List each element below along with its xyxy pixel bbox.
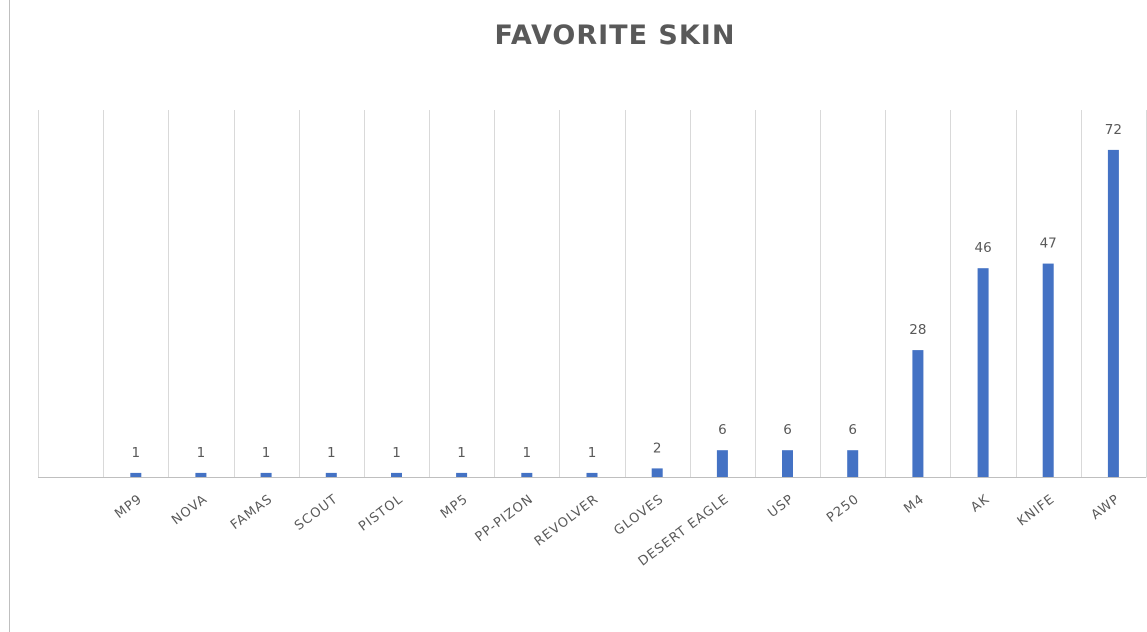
x-tick-label-usp: USP — [765, 492, 797, 521]
bar-m4 — [912, 350, 924, 478]
bar-mp5 — [456, 472, 468, 478]
x-tick-label-scout: SCOUT — [292, 492, 341, 534]
data-label-awp: 72 — [1105, 122, 1122, 138]
x-tick-label-ak: AK — [968, 492, 993, 516]
data-label-pp-pizon: 1 — [523, 445, 532, 461]
bar-knife — [1042, 263, 1054, 478]
bar-gloves — [651, 468, 663, 478]
data-label-nova: 1 — [197, 445, 206, 461]
x-tick-label-famas: FAMAS — [228, 492, 276, 533]
x-tick-label-knife: KNIFE — [1015, 492, 1058, 530]
gridlines — [38, 110, 1147, 478]
bar-desert-eagle — [716, 450, 728, 478]
x-tick-label-pp-pizon: PP-PIZON — [473, 492, 537, 545]
data-label-mp5: 1 — [457, 445, 466, 461]
bar-pp-pizon — [521, 472, 533, 478]
x-tick-label-revolver: REVOLVER — [532, 492, 602, 550]
data-label-mp9: 1 — [132, 445, 141, 461]
data-label-pistol: 1 — [392, 445, 401, 461]
data-label-famas: 1 — [262, 445, 271, 461]
bar-awp — [1107, 149, 1119, 478]
x-tick-label-awp: AWP — [1089, 492, 1123, 523]
x-tick-label-m4: M4 — [901, 492, 927, 517]
bar-scout — [325, 472, 337, 478]
data-label-knife: 47 — [1040, 236, 1057, 252]
data-label-p250: 6 — [848, 422, 857, 438]
data-label-revolver: 1 — [588, 445, 597, 461]
bar-nova — [195, 472, 207, 478]
chart-title: FAVORITE SKIN — [495, 20, 736, 51]
bar-ak — [977, 268, 989, 478]
bar-famas — [260, 472, 272, 478]
data-label-scout: 1 — [327, 445, 336, 461]
data-label-desert-eagle: 6 — [718, 422, 727, 438]
bar-pistol — [391, 472, 402, 478]
bar-p250 — [847, 450, 859, 478]
x-tick-labels: MP9 NOVA FAMAS SCOUT PISTOL MP5 PP-PIZONREVOLV… — [112, 492, 1123, 570]
data-label-ak: 46 — [975, 240, 992, 256]
x-tick-label-gloves: GLOVES — [611, 492, 667, 539]
x-tick-label-nova: NOVA — [169, 492, 211, 528]
data-labels: 1 1 1 1 1 1 1 1 2 6 6 6 28 46 47 72 — [132, 122, 1122, 461]
x-tick-label-pistol: PISTOL — [356, 492, 406, 535]
bars — [130, 149, 1119, 478]
bar-revolver — [586, 472, 598, 478]
bar-usp — [782, 450, 793, 478]
x-tick-label-mp5: MP5 — [438, 492, 471, 522]
data-label-m4: 28 — [909, 322, 926, 338]
data-label-gloves: 2 — [653, 440, 662, 456]
bar-mp9 — [130, 472, 142, 478]
x-tick-label-mp9: MP9 — [112, 492, 145, 522]
x-tick-label-p250: P250 — [824, 492, 862, 526]
data-label-usp: 6 — [783, 422, 792, 438]
